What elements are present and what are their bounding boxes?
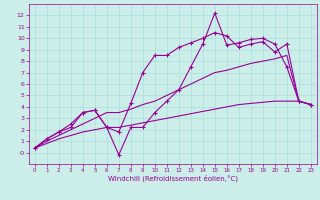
- X-axis label: Windchill (Refroidissement éolien,°C): Windchill (Refroidissement éolien,°C): [108, 175, 238, 182]
